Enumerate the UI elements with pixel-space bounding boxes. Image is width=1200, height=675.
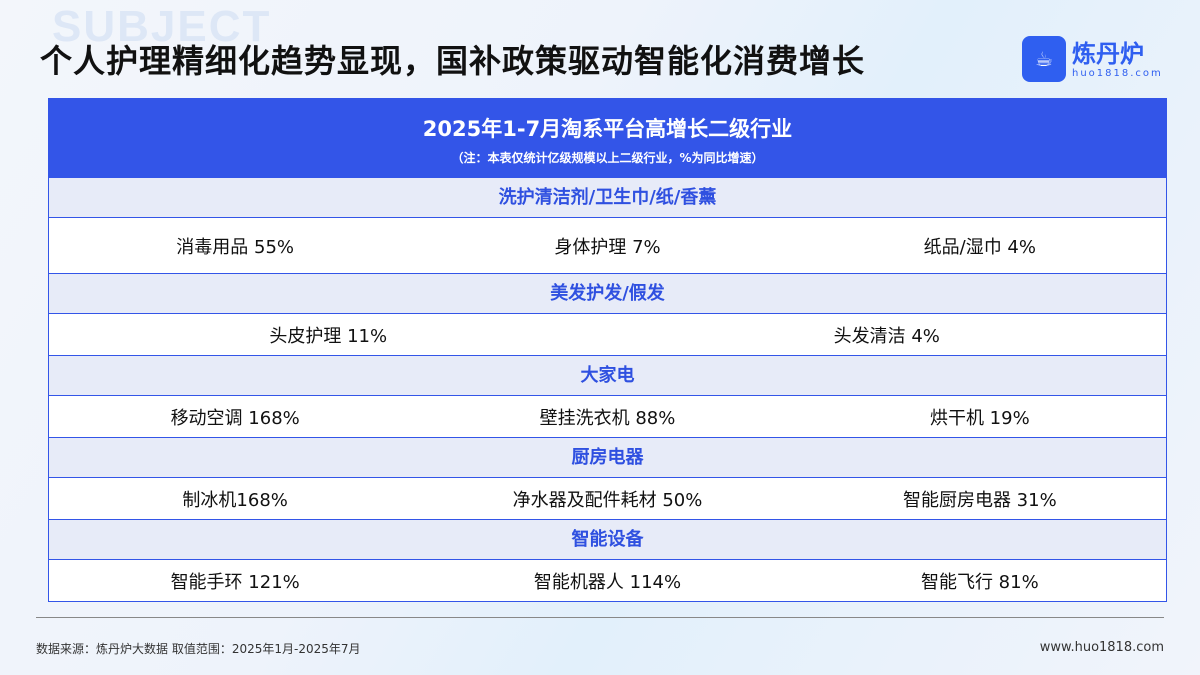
website: www.huo1818.com xyxy=(1039,640,1164,655)
table-row: 智能手环 121% 智能机器人 114% 智能飞行 81% xyxy=(49,559,1166,601)
category-row: 美发护发/假发 xyxy=(49,273,1166,313)
table-row: 制冰机168% 净水器及配件耗材 50% 智能厨房电器 31% xyxy=(49,477,1166,519)
category-row: 厨房电器 xyxy=(49,437,1166,477)
cauldron-icon: ☕ xyxy=(1022,36,1066,82)
table-header: 2025年1-7月淘系平台高增长二级行业 （注：本表仅统计亿级规模以上二级行业，… xyxy=(49,99,1166,177)
category-row: 洗护清洁剂/卫生巾/纸/香薰 xyxy=(49,177,1166,217)
logo-name: 炼丹炉 xyxy=(1072,39,1144,68)
industry-table: 2025年1-7月淘系平台高增长二级行业 （注：本表仅统计亿级规模以上二级行业，… xyxy=(48,98,1167,602)
table-cell: 纸品/湿巾 4% xyxy=(923,236,1036,258)
table-cell: 头发清洁 4% xyxy=(833,325,940,347)
table-row: 移动空调 168% 壁挂洗衣机 88% 烘干机 19% xyxy=(49,395,1166,437)
category-row: 智能设备 xyxy=(49,519,1166,559)
table-cell: 消毒用品 55% xyxy=(176,236,295,258)
table-cell: 智能手环 121% xyxy=(170,571,300,593)
table-cell: 智能机器人 114% xyxy=(533,571,682,593)
table-title: 2025年1-7月淘系平台高增长二级行业 xyxy=(422,117,793,141)
table-row: 头皮护理 11% 头发清洁 4% xyxy=(49,313,1166,355)
table-cell: 身体护理 7% xyxy=(554,236,661,258)
category-row: 大家电 xyxy=(49,355,1166,395)
table-cell: 智能飞行 81% xyxy=(920,571,1039,593)
divider xyxy=(36,617,1164,618)
table-cell: 头皮护理 11% xyxy=(269,325,388,347)
table-cell: 净水器及配件耗材 50% xyxy=(512,489,703,511)
logo: ☕ 炼丹炉 huo1818.com xyxy=(1022,36,1163,82)
page-title: 个人护理精细化趋势显现，国补政策驱动智能化消费增长 xyxy=(40,42,866,80)
watermark: SUBJECT xyxy=(52,2,272,51)
data-source: 数据来源：炼丹炉大数据 取值范围：2025年1月-2025年7月 xyxy=(36,642,361,656)
table-note: （注：本表仅统计亿级规模以上二级行业，%为同比增速） xyxy=(451,151,764,165)
logo-url: huo1818.com xyxy=(1072,67,1163,79)
table-cell: 壁挂洗衣机 88% xyxy=(539,407,676,429)
table-cell: 智能厨房电器 31% xyxy=(902,489,1057,511)
table-cell: 制冰机168% xyxy=(182,489,288,511)
table-cell: 移动空调 168% xyxy=(170,407,300,429)
table-row: 消毒用品 55% 身体护理 7% 纸品/湿巾 4% xyxy=(49,217,1166,273)
table-cell: 烘干机 19% xyxy=(929,407,1030,429)
